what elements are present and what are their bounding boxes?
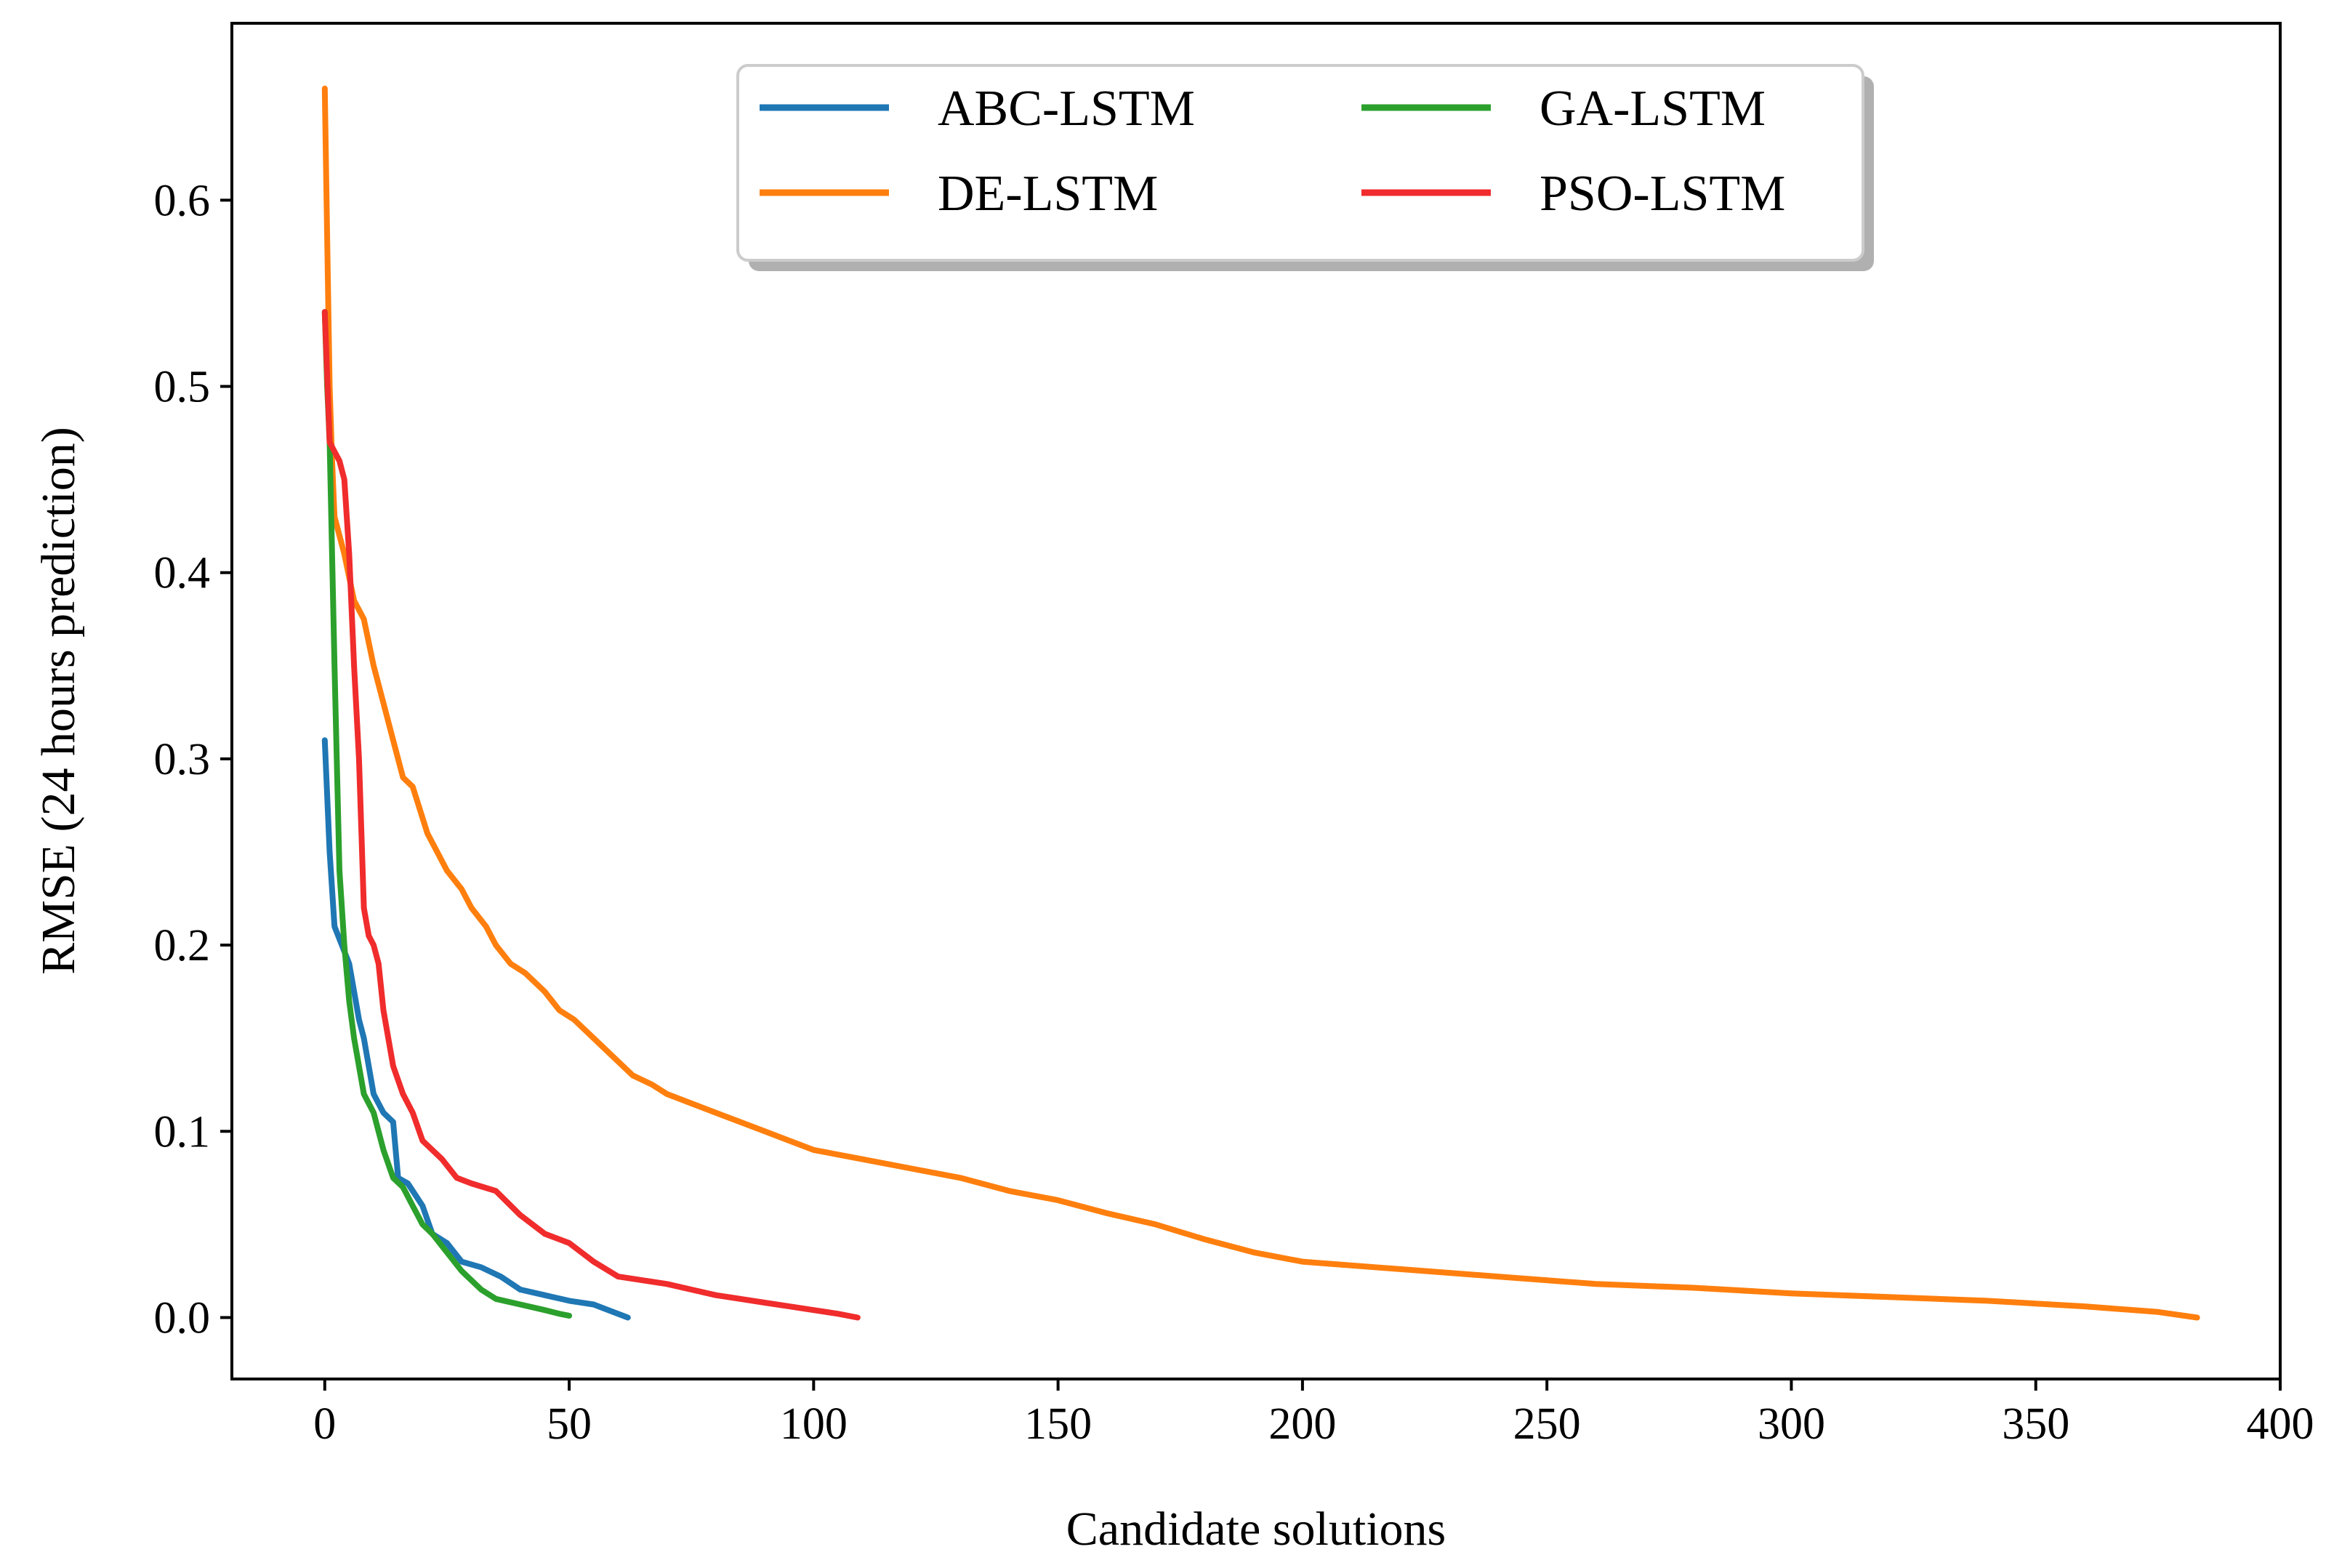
legend-label-pso-lstm: PSO-LSTM [1540,166,1785,222]
series-line-de-lstm [321,85,2200,1321]
x-tick-label: 250 [1513,1399,1581,1449]
y-tick-label: 0.3 [154,735,211,784]
x-tick-label: 150 [1024,1399,1092,1449]
series-layer [321,85,2200,1321]
series-line-abc-lstm [321,737,631,1321]
y-tick-label: 0.6 [154,176,211,225]
legend-label-de-lstm: DE-LSTM [938,166,1158,222]
y-tick-label: 0.5 [154,363,211,412]
legend: ABC-LSTM DE-LSTM GA-LSTM PSO-LSTM [736,64,1874,271]
x-axis-title: Candidate solutions [1066,1503,1446,1556]
legend-label-ga-lstm: GA-LSTM [1540,81,1766,137]
y-tick-label: 0.0 [154,1293,211,1343]
legend-label-abc-lstm: ABC-LSTM [938,81,1195,137]
x-tick-label: 350 [2002,1399,2069,1449]
y-tick-label: 0.1 [154,1107,211,1157]
y-tick-label: 0.2 [154,921,211,970]
y-axis-title: RMSE (24 hours prediction) [32,427,85,974]
y-tick-label: 0.4 [154,549,211,598]
x-tick-label: 400 [2247,1399,2314,1449]
x-tick-label: 300 [1758,1399,1825,1449]
x-tick-label: 0 [313,1399,336,1449]
x-tick-label: 100 [780,1399,848,1449]
x-axis: 0 50 100 150 200 250 300 350 400 [313,1379,2314,1449]
plot-frame [230,22,2282,1380]
series-line-pso-lstm [321,309,861,1321]
y-axis: 0.0 0.1 0.2 0.3 0.4 0.5 0.6 [154,176,232,1343]
series-line-ga-lstm [321,309,573,1319]
x-tick-label: 50 [547,1399,592,1449]
x-tick-label: 200 [1268,1399,1336,1449]
legend-box [736,64,1864,262]
